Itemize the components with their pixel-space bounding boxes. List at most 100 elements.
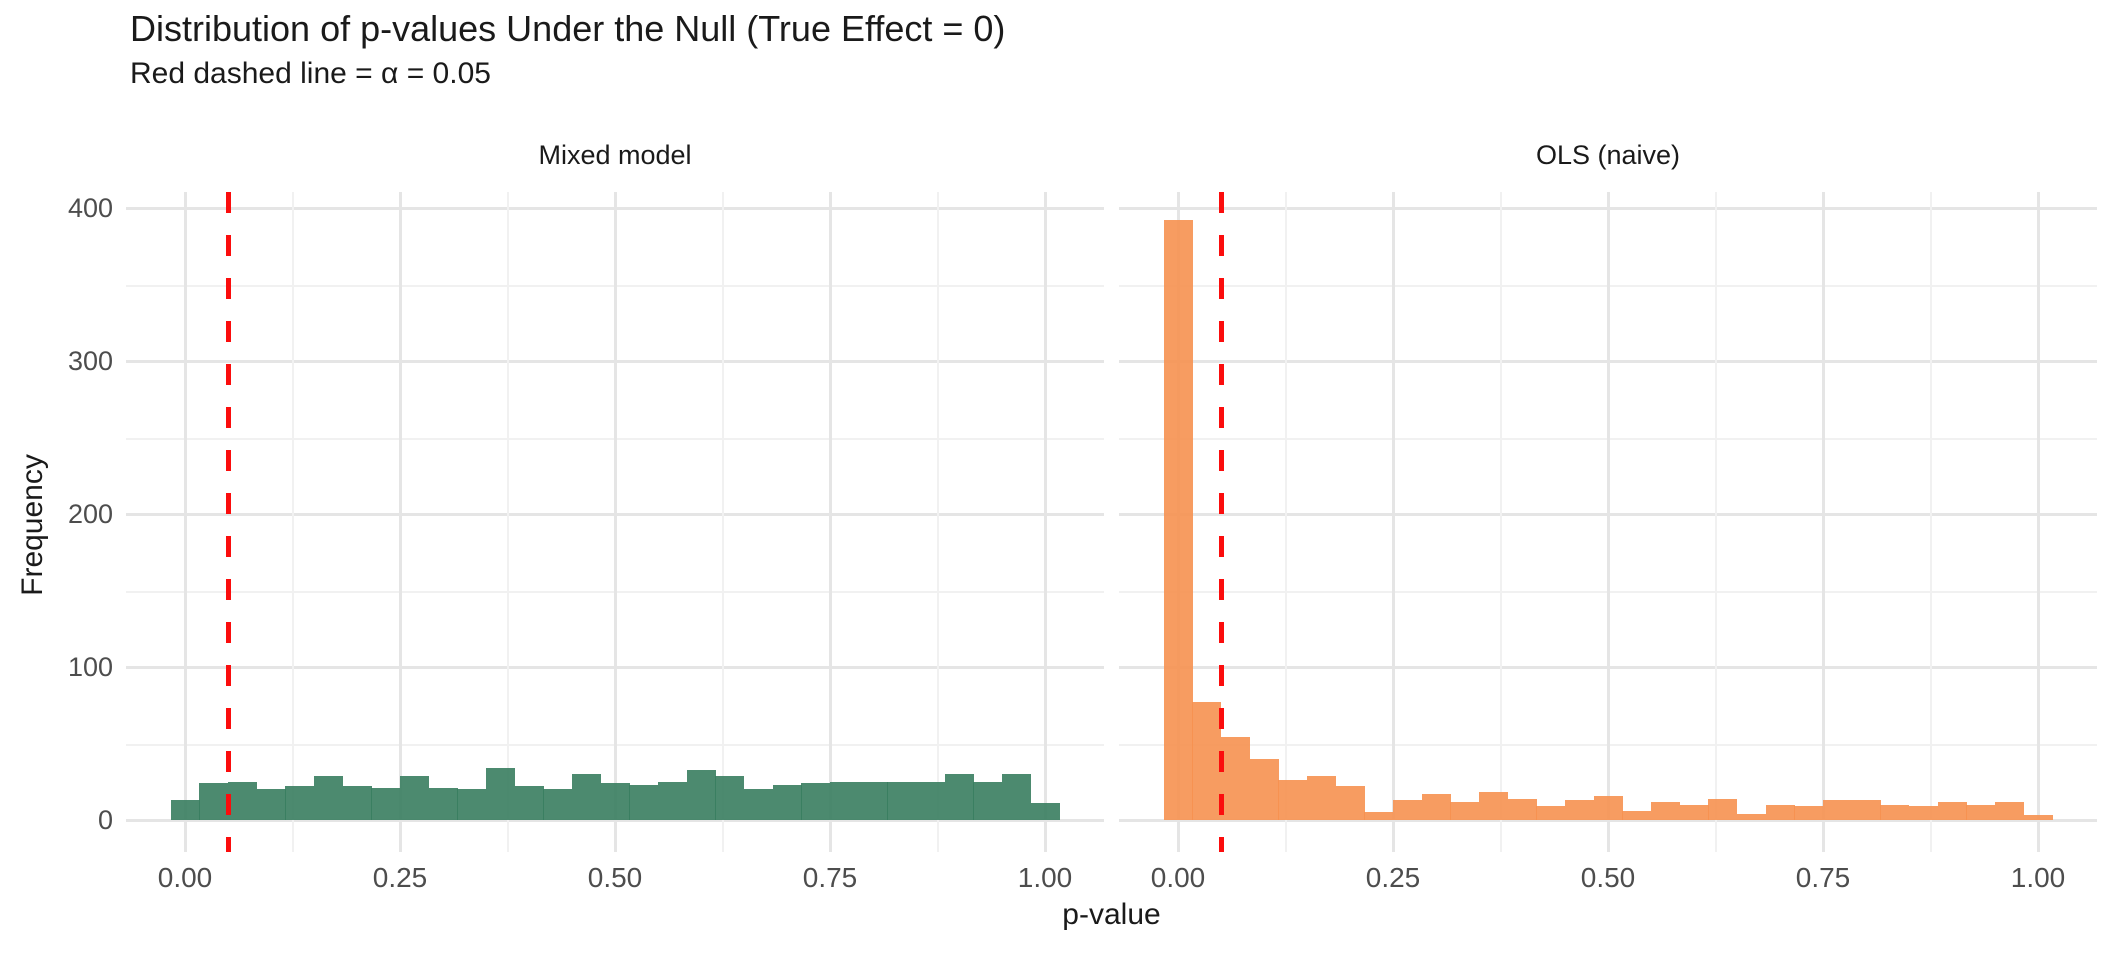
histogram-bar: [2023, 815, 2053, 820]
histogram-bar: [715, 775, 745, 820]
histogram-bar: [1393, 800, 1423, 820]
histogram-bar: [1450, 801, 1480, 820]
y-tick-label: 0: [97, 805, 113, 835]
histogram-bar: [658, 781, 688, 820]
x-tick-label: 0.25: [1365, 862, 1421, 893]
histogram-bar: [1421, 793, 1451, 820]
histogram-bar: [629, 784, 659, 820]
x-tick-label: 0.50: [587, 862, 643, 893]
histogram-bar: [1249, 758, 1279, 820]
x-tick-label: 1.00: [1017, 862, 1073, 893]
histogram-bar: [1536, 806, 1566, 820]
histogram-bar: [1364, 812, 1394, 820]
histogram-bar: [1221, 737, 1251, 820]
histogram-bar: [1507, 798, 1537, 820]
histogram-bar: [314, 775, 344, 820]
x-tick-label: 0.50: [1580, 862, 1636, 893]
histogram-bar: [1163, 220, 1193, 820]
histogram-bar: [830, 781, 860, 820]
gridline-minor-v: [1499, 192, 1502, 852]
histogram-bar: [1335, 786, 1365, 820]
histogram-bar: [170, 800, 200, 820]
x-tick-label: 0.00: [1150, 862, 1206, 893]
histogram-bar: [1765, 804, 1795, 820]
histogram-bar: [1737, 813, 1767, 820]
histogram-bar: [686, 769, 716, 820]
histogram-bar: [256, 789, 286, 820]
histogram-bar: [285, 786, 315, 820]
gridline-major-v: [1607, 192, 1610, 852]
gridline-major-v: [1044, 192, 1047, 852]
gridline-minor-v: [1714, 192, 1717, 852]
histogram-bar: [1966, 804, 1996, 820]
gridline-minor-v: [721, 192, 724, 852]
histogram-bar: [1823, 800, 1853, 820]
gridline-major-v: [1392, 192, 1395, 852]
y-tick-label: 100: [67, 652, 113, 682]
histogram-bar: [1851, 800, 1881, 820]
alpha-threshold-vline: [225, 192, 231, 852]
histogram-bar: [457, 789, 487, 820]
histogram-bar: [1479, 792, 1509, 820]
histogram-bar: [1192, 702, 1222, 820]
histogram-bar: [1708, 798, 1738, 820]
gridline-major-v: [184, 192, 187, 852]
gridline-minor-v: [1929, 192, 1932, 852]
x-tick-label: 0.25: [372, 862, 428, 893]
histogram-bar: [514, 786, 544, 820]
histogram-bar: [486, 767, 516, 820]
gridline-minor-v: [291, 192, 294, 852]
chart-title: Distribution of p-values Under the Null …: [130, 8, 1006, 49]
gridline-minor-v: [1284, 192, 1287, 852]
histogram-bar: [342, 786, 372, 820]
histogram-bar: [1593, 795, 1623, 820]
gridline-minor-v: [506, 192, 509, 852]
facet-strip-label: Mixed model: [538, 140, 692, 170]
facet-strip-label: OLS (naive): [1535, 140, 1681, 170]
histogram-bar: [1030, 803, 1060, 820]
facet-panel: [1119, 192, 2097, 852]
histogram-bar: [944, 774, 974, 820]
histogram-bar: [371, 787, 401, 820]
histogram-bar: [428, 787, 458, 820]
x-tick-label: 1.00: [2010, 862, 2066, 893]
histogram-bar: [1909, 806, 1939, 820]
histogram-bar: [1565, 800, 1595, 820]
histogram-bar: [1679, 804, 1709, 820]
histogram-bar: [887, 781, 917, 820]
gridline-major-v: [2037, 192, 2040, 852]
histogram-bar: [1794, 806, 1824, 820]
alpha-threshold-vline: [1218, 192, 1224, 852]
histogram-bar: [1002, 774, 1032, 820]
x-tick-label: 0.75: [1795, 862, 1851, 893]
histogram-bar: [400, 775, 430, 820]
histogram-bar: [1937, 801, 1967, 820]
histogram-bar: [772, 784, 802, 820]
histogram-bar: [1307, 775, 1337, 820]
x-tick-label: 0.75: [802, 862, 858, 893]
histogram-bar: [543, 789, 573, 820]
chart-subtitle: Red dashed line = α = 0.05: [130, 57, 491, 90]
gridline-major-v: [829, 192, 832, 852]
x-axis-title: p-value: [1062, 898, 1161, 931]
gridline-minor-v: [936, 192, 939, 852]
histogram-bar: [572, 774, 602, 820]
y-tick-label: 200: [67, 499, 113, 529]
histogram-bar: [199, 783, 229, 820]
histogram-bar: [600, 783, 630, 820]
histogram-bar: [916, 781, 946, 820]
gridline-major-v: [1822, 192, 1825, 852]
histogram-bar: [801, 783, 831, 820]
histogram-bar: [1880, 804, 1910, 820]
histogram-bar: [1278, 780, 1308, 820]
histogram-bar: [228, 781, 258, 820]
histogram-bar: [744, 789, 774, 820]
histogram-bar: [1995, 801, 2025, 820]
y-tick-label: 400: [67, 193, 113, 223]
facet-panel: [126, 192, 1104, 852]
histogram-bar: [858, 781, 888, 820]
histogram-bar: [1651, 801, 1681, 820]
histogram-bar: [973, 781, 1003, 820]
x-tick-label: 0.00: [157, 862, 213, 893]
gridline-major-v: [399, 192, 402, 852]
